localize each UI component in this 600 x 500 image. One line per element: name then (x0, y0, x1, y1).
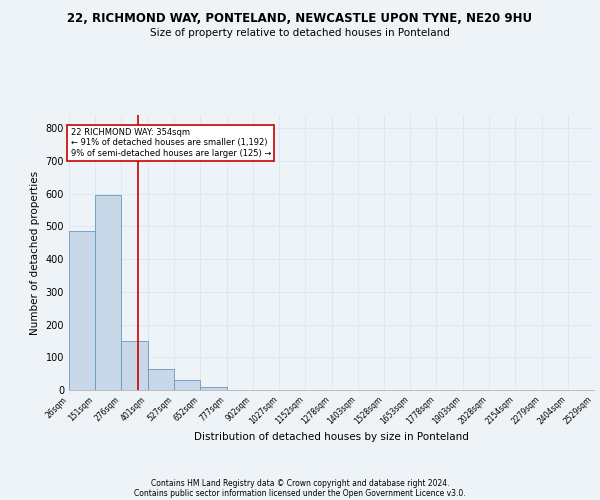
Bar (174, 380, 200, 390)
Text: 22 RICHMOND WAY: 354sqm
← 91% of detached houses are smaller (1,192)
9% of semi-: 22 RICHMOND WAY: 354sqm ← 91% of detache… (71, 128, 271, 158)
Bar (69, 231, 95, 390)
Text: 22, RICHMOND WAY, PONTELAND, NEWCASTLE UPON TYNE, NE20 9HU: 22, RICHMOND WAY, PONTELAND, NEWCASTLE U… (67, 12, 533, 26)
Text: Contains HM Land Registry data © Crown copyright and database right 2024.: Contains HM Land Registry data © Crown c… (151, 478, 449, 488)
Text: Contains public sector information licensed under the Open Government Licence v3: Contains public sector information licen… (134, 488, 466, 498)
Bar (95, 195, 121, 390)
Bar (121, 341, 148, 390)
X-axis label: Distribution of detached houses by size in Ponteland: Distribution of detached houses by size … (194, 432, 469, 442)
Bar (200, 386, 227, 390)
Y-axis label: Number of detached properties: Number of detached properties (30, 170, 40, 334)
Text: Size of property relative to detached houses in Ponteland: Size of property relative to detached ho… (150, 28, 450, 38)
Bar (148, 370, 174, 390)
